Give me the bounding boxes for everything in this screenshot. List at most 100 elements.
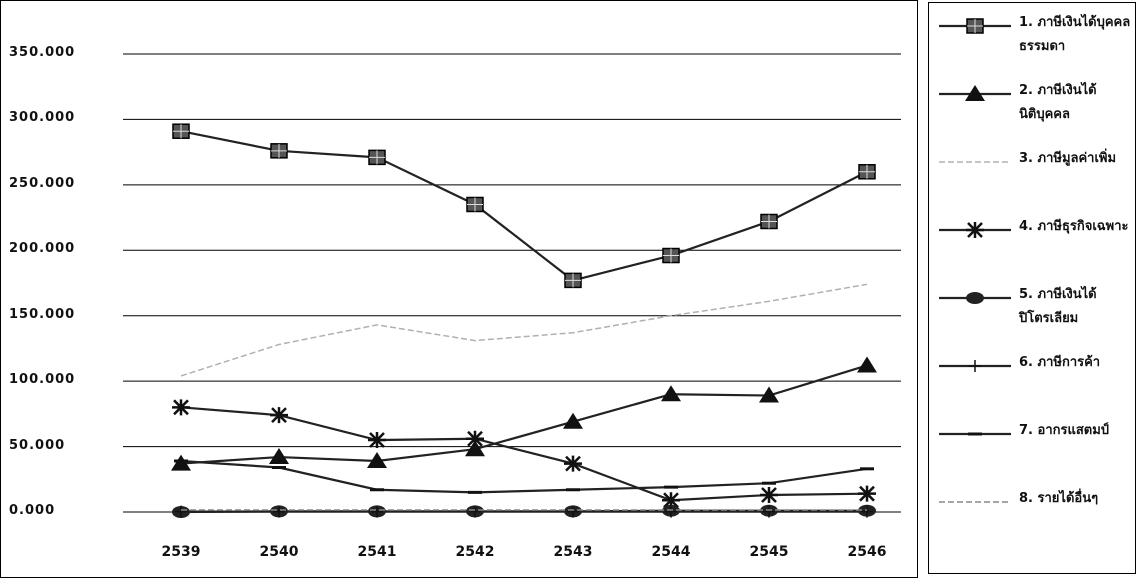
legend-swatch	[939, 18, 1011, 34]
marker-plus	[861, 505, 873, 518]
data-point	[857, 356, 877, 373]
legend-item: 2. ภาษีเงินได้นิติบุคคล	[935, 79, 1131, 145]
legend-label: 6. ภาษีการค้า	[1019, 355, 1101, 370]
legend-label: 3. ภาษีมูลค่าเพิ่ม	[1019, 151, 1117, 166]
marker-triangle	[857, 356, 877, 373]
marker-plus	[969, 360, 981, 372]
marker-square-grid	[271, 143, 287, 158]
data-point	[367, 451, 387, 468]
marker-star	[270, 407, 288, 424]
y-tick-label: 50.000	[9, 437, 66, 453]
marker-plus	[763, 505, 775, 518]
legend-label: 4. ภาษีธุรกิจเฉพาะ	[1019, 219, 1129, 234]
legend-item: 4. ภาษีธุรกิจเฉพาะ	[935, 215, 1131, 281]
marker-star	[368, 432, 386, 449]
legend-item: 3. ภาษีมูลค่าเพิ่ม	[935, 147, 1131, 213]
legend-item: 1. ภาษีเงินได้บุคคลธรรมดา	[935, 11, 1131, 77]
marker-plus	[469, 505, 481, 518]
marker-triangle	[661, 385, 681, 402]
chart-area: 0.000 50.000 100.000 150.000 200.000 250.000 3…	[0, 0, 918, 578]
data-point	[469, 505, 481, 518]
x-tick-label: 2541	[357, 544, 397, 560]
data-point	[760, 486, 778, 503]
data-point	[760, 213, 778, 230]
y-tick-label: 350.000	[9, 45, 76, 60]
plot-svg	[123, 53, 901, 518]
marker-plus	[273, 505, 285, 518]
data-point	[965, 85, 985, 101]
series-line	[180, 459, 868, 494]
data-point	[270, 407, 288, 424]
data-point	[371, 505, 383, 518]
series-line	[180, 283, 868, 377]
legend-label: 2. ภาษีเงินได้นิติบุคคล	[1019, 83, 1097, 122]
marker-square-grid	[467, 197, 483, 212]
marker-square-grid	[859, 164, 875, 179]
marker-star	[760, 486, 778, 503]
data-point	[175, 505, 187, 518]
legend-swatch	[939, 292, 1011, 304]
data-point	[465, 440, 485, 457]
data-point	[662, 247, 680, 264]
legend-swatch	[939, 85, 1011, 101]
marker-star	[466, 430, 484, 447]
data-point	[368, 432, 386, 449]
data-point	[466, 196, 484, 213]
series-7	[174, 459, 874, 494]
legend-item: 5. ภาษีเงินได้ปิโตรเลียม	[935, 283, 1131, 349]
legend-swatch	[939, 501, 1011, 503]
data-point	[273, 505, 285, 518]
data-point	[966, 18, 984, 34]
data-point	[172, 399, 190, 416]
data-point	[466, 430, 484, 447]
marker-triangle	[269, 448, 289, 465]
marker-triangle	[563, 412, 583, 429]
data-point	[270, 143, 288, 159]
x-tick-label: 2544	[651, 544, 691, 560]
marker-plus	[371, 505, 383, 518]
legend: 1. ภาษีเงินได้บุคคลธรรมดา 2. ภาษีเงินได้น…	[928, 2, 1136, 574]
data-point	[858, 164, 876, 180]
y-tick-label: 0.000	[9, 503, 56, 518]
legend-label: 8. รายได้อื่นๆ	[1019, 491, 1099, 506]
marker-triangle	[759, 386, 779, 403]
legend-item: 8. รายได้อื่นๆ	[935, 487, 1131, 553]
x-tick-label: 2543	[553, 544, 593, 560]
data-point	[564, 272, 582, 289]
x-tick-label: 2539	[161, 544, 201, 560]
data-point	[759, 386, 779, 403]
marker-star	[858, 485, 876, 502]
marker-square-grid	[967, 19, 983, 33]
legend-item: 6. ภาษีการค้า	[935, 351, 1131, 417]
legend-label: 1. ภาษีเงินได้บุคคลธรรมดา	[1019, 15, 1131, 54]
marker-triangle	[367, 451, 387, 468]
data-point	[861, 505, 873, 518]
data-point	[563, 412, 583, 429]
marker-star	[172, 399, 190, 416]
data-point	[858, 485, 876, 502]
marker-square-grid	[173, 124, 189, 139]
marker-triangle	[965, 85, 985, 101]
series-3	[180, 283, 868, 377]
legend-swatch	[939, 222, 1011, 238]
marker-plus	[567, 505, 579, 518]
marker-circle	[966, 292, 984, 304]
series-line	[180, 364, 868, 465]
data-point	[763, 505, 775, 518]
legend-swatch	[939, 360, 1011, 372]
data-point	[665, 505, 677, 518]
data-point	[368, 149, 386, 166]
data-point	[567, 505, 579, 518]
marker-square-grid	[369, 150, 385, 165]
x-tick-label: 2542	[455, 544, 495, 560]
y-tick-label: 250.000	[9, 175, 76, 191]
legend-swatch	[939, 432, 1011, 436]
marker-star	[966, 222, 984, 238]
series-1	[172, 123, 876, 289]
y-tick-label: 300.000	[9, 110, 76, 126]
marker-square-grid	[761, 214, 777, 229]
legend-label: 5. ภาษีเงินได้ปิโตรเลียม	[1019, 287, 1097, 326]
x-tick-label: 2546	[847, 544, 887, 560]
data-point	[966, 222, 984, 238]
data-point	[269, 448, 289, 465]
